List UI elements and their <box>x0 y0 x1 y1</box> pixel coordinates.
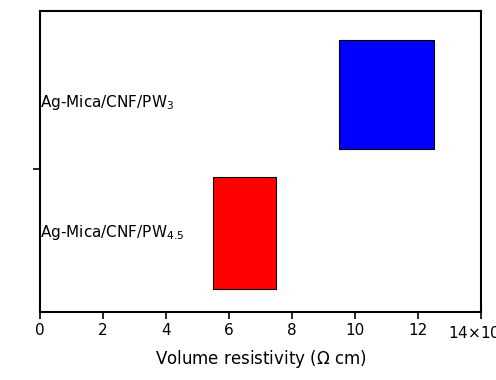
Bar <box>213 177 276 289</box>
Bar <box>339 40 434 149</box>
Text: Ag-Mica/CNF/PW$_{4.5}$: Ag-Mica/CNF/PW$_{4.5}$ <box>40 223 184 242</box>
Text: Ag-Mica/CNF/PW$_3$: Ag-Mica/CNF/PW$_3$ <box>40 93 174 112</box>
X-axis label: Volume resistivity ($\Omega$ cm): Volume resistivity ($\Omega$ cm) <box>155 348 366 370</box>
